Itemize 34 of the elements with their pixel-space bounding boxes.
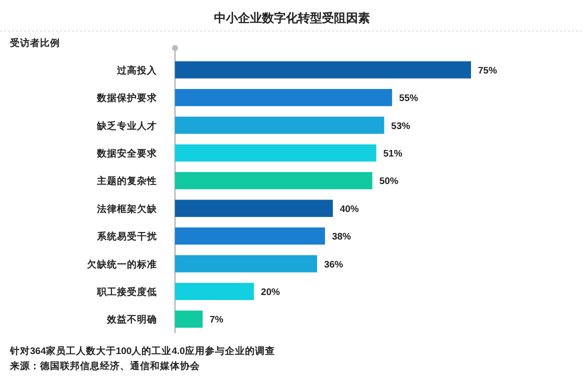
bar (175, 310, 203, 328)
y-tick-label: 职工接受度低 (96, 286, 157, 298)
y-tick-label: 缺乏专业人才 (96, 120, 157, 132)
bar (175, 61, 471, 78)
chart-title: 中小企业数字化转型受阻因素 (214, 11, 370, 25)
y-tick-label: 欠缺统一的标准 (86, 258, 157, 270)
data-label: 40% (340, 204, 360, 215)
bar (175, 116, 384, 134)
y-tick-label: 主题的复杂性 (96, 175, 157, 188)
bar (175, 255, 318, 272)
data-label: 38% (332, 232, 352, 243)
y-tick-label: 法律框架欠缺 (96, 202, 158, 215)
bar (175, 227, 325, 245)
y-tick-label: 系统易受干扰 (96, 230, 158, 243)
y-tick-label: 数据保护要求 (96, 92, 158, 104)
y-tick-label: 效益不明确 (106, 314, 157, 326)
text: 针对364家员工人数大于100人的工业4.0应用参与企业的调查 (9, 345, 275, 357)
y-tick-label: 数据安全要求 (96, 147, 158, 160)
data-label: 7% (210, 314, 224, 326)
bar (175, 282, 254, 300)
data-label: 50% (379, 176, 399, 188)
source-note: 来源：德国联邦信息经济、通信和媒体协会 (9, 360, 201, 372)
bar (175, 172, 372, 190)
bar (175, 88, 392, 106)
data-label: 36% (324, 259, 344, 270)
data-label: 55% (399, 93, 419, 104)
data-label: 75% (478, 65, 498, 76)
y-axis-title: 受访者比例 (9, 37, 60, 49)
y-tick-label: 过高投入 (116, 64, 158, 76)
bar (175, 144, 376, 162)
data-label: 51% (383, 148, 403, 160)
bar (175, 200, 333, 217)
data-label: 20% (260, 286, 280, 298)
data-label: 53% (391, 120, 411, 132)
